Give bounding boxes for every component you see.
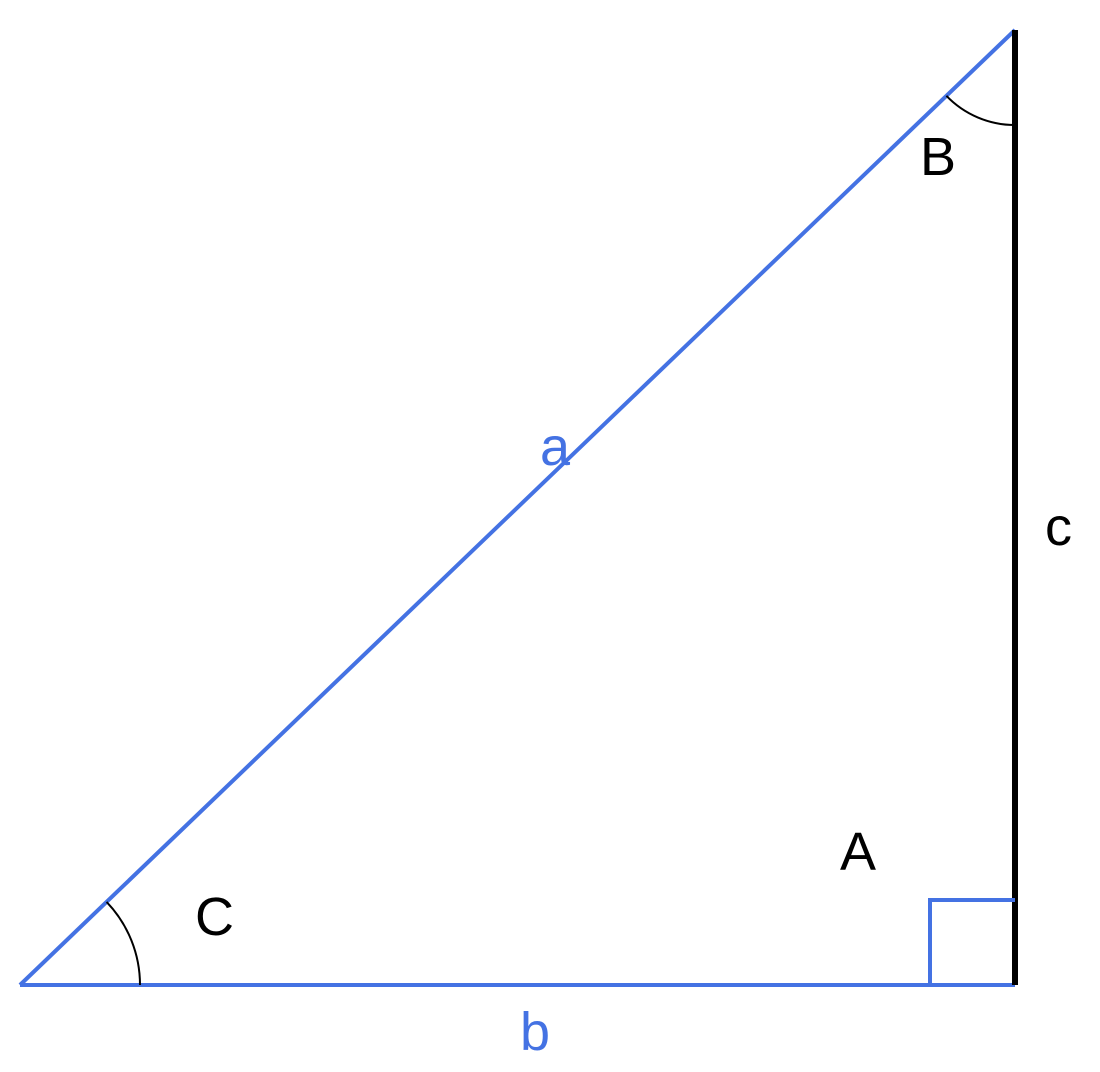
label-angle-c: C (195, 890, 234, 944)
label-angle-a: A (840, 825, 876, 879)
label-side-a: a (540, 420, 570, 474)
label-angle-b: B (920, 130, 956, 184)
right-angle-square-a (930, 900, 1015, 985)
angle-arc-b (946, 96, 1015, 125)
label-side-c: c (1045, 500, 1072, 554)
angle-arc-c (107, 902, 140, 985)
label-side-b: b (520, 1005, 550, 1059)
